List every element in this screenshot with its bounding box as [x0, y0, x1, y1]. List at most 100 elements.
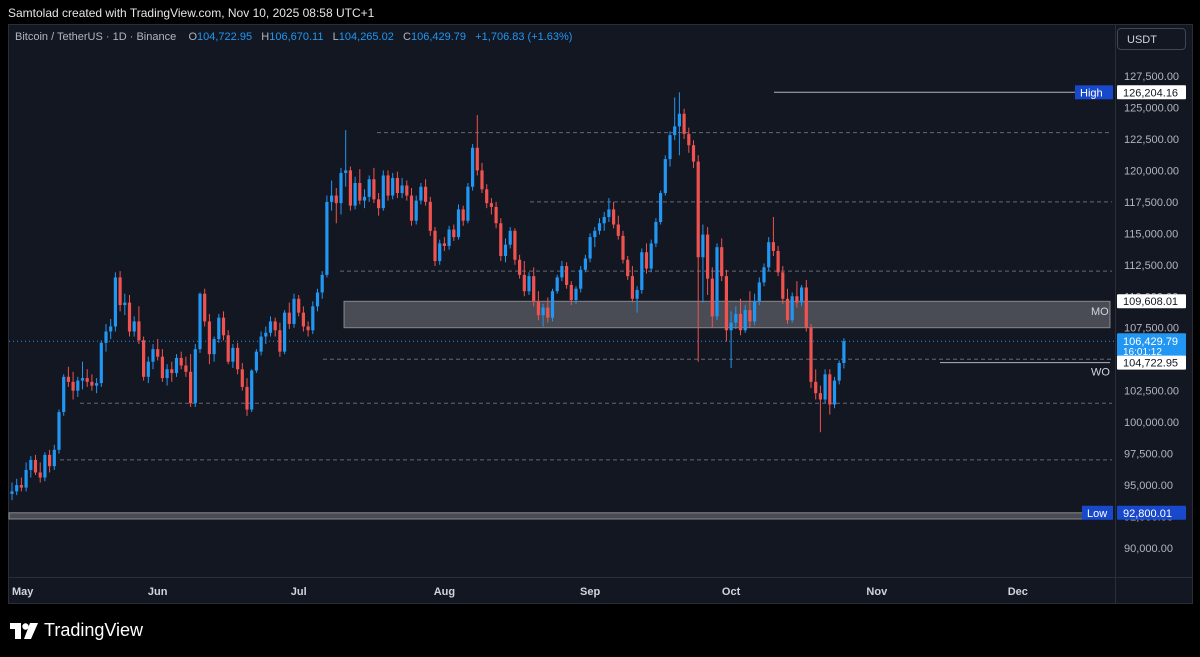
candle[interactable] — [151, 344, 155, 370]
candle[interactable] — [456, 204, 461, 240]
candle[interactable] — [720, 238, 724, 282]
candle[interactable] — [268, 316, 273, 337]
candle[interactable] — [649, 239, 653, 273]
candle[interactable] — [536, 291, 540, 321]
candle[interactable] — [612, 201, 616, 229]
candle[interactable] — [127, 295, 132, 337]
candle[interactable] — [15, 478, 19, 496]
candle[interactable] — [691, 140, 696, 168]
candle[interactable] — [217, 313, 221, 343]
candle[interactable] — [757, 277, 761, 306]
candle[interactable] — [391, 172, 395, 200]
candle[interactable] — [95, 378, 99, 394]
candle[interactable] — [245, 378, 249, 416]
candle[interactable] — [489, 198, 493, 215]
candle[interactable] — [414, 195, 418, 225]
candle[interactable] — [137, 306, 141, 345]
candle[interactable] — [644, 243, 649, 274]
candle[interactable] — [832, 376, 837, 409]
candle[interactable] — [325, 195, 329, 278]
candle[interactable] — [640, 248, 644, 294]
candle[interactable] — [593, 227, 597, 248]
candle[interactable] — [174, 354, 179, 377]
candle[interactable] — [52, 444, 56, 470]
candle[interactable] — [353, 176, 357, 210]
candle[interactable] — [165, 364, 169, 386]
candle[interactable] — [236, 342, 240, 375]
candle[interactable] — [579, 266, 583, 293]
candle[interactable] — [677, 92, 681, 156]
candle[interactable] — [123, 293, 127, 316]
candle[interactable] — [442, 237, 446, 251]
candle[interactable] — [113, 272, 117, 332]
candle[interactable] — [795, 281, 799, 308]
candle[interactable] — [71, 371, 75, 400]
candle[interactable] — [146, 356, 150, 384]
candle[interactable] — [43, 452, 47, 482]
candle[interactable] — [466, 182, 470, 224]
candle[interactable] — [550, 288, 555, 322]
candle[interactable] — [160, 349, 164, 382]
candle[interactable] — [76, 376, 80, 397]
candle[interactable] — [659, 190, 663, 225]
candle[interactable] — [170, 361, 174, 382]
candle[interactable] — [475, 115, 479, 176]
candle[interactable] — [48, 449, 52, 473]
candle[interactable] — [494, 201, 498, 229]
candle[interactable] — [231, 344, 235, 369]
candle[interactable] — [419, 182, 423, 205]
candle[interactable] — [706, 227, 710, 296]
candle[interactable] — [527, 272, 531, 296]
candle[interactable] — [358, 169, 362, 205]
candle[interactable] — [555, 274, 559, 294]
candle[interactable] — [283, 310, 287, 355]
candle[interactable] — [471, 143, 475, 191]
candle[interactable] — [743, 305, 747, 333]
candle[interactable] — [386, 170, 390, 201]
candle[interactable] — [240, 362, 244, 391]
candle[interactable] — [541, 303, 545, 327]
candle[interactable] — [630, 266, 634, 303]
candle[interactable] — [99, 340, 103, 387]
candle[interactable] — [616, 215, 620, 240]
candle[interactable] — [348, 166, 352, 211]
symbol-name[interactable]: Bitcoin / TetherUS · 1D · Binance — [15, 31, 177, 43]
candle[interactable] — [790, 292, 794, 323]
candle[interactable] — [207, 313, 211, 365]
candle[interactable] — [212, 336, 216, 362]
candle[interactable] — [203, 288, 207, 327]
candle[interactable] — [508, 227, 512, 249]
candle[interactable] — [320, 271, 324, 299]
candle[interactable] — [607, 198, 611, 223]
candle[interactable] — [38, 462, 42, 483]
candle[interactable] — [738, 298, 743, 336]
candle[interactable] — [405, 180, 409, 201]
candle[interactable] — [602, 211, 606, 231]
candle[interactable] — [254, 349, 258, 374]
candle[interactable] — [62, 374, 66, 416]
candle[interactable] — [729, 311, 733, 369]
candle[interactable] — [367, 175, 371, 202]
candle[interactable] — [193, 344, 197, 408]
candle[interactable] — [715, 243, 719, 321]
candle[interactable] — [814, 369, 818, 400]
candle[interactable] — [513, 228, 517, 265]
candle[interactable] — [583, 254, 587, 273]
candle[interactable] — [428, 196, 432, 236]
candle[interactable] — [433, 227, 437, 267]
candle[interactable] — [80, 361, 85, 390]
candle[interactable] — [273, 317, 277, 337]
candle[interactable] — [654, 218, 658, 248]
candle[interactable] — [800, 284, 804, 307]
candle[interactable] — [330, 180, 334, 211]
candle[interactable] — [438, 239, 442, 265]
candle[interactable] — [753, 293, 757, 326]
candle[interactable] — [287, 302, 291, 329]
candle[interactable] — [546, 297, 550, 323]
candle[interactable] — [771, 216, 775, 256]
candle[interactable] — [132, 316, 136, 337]
candle[interactable] — [597, 218, 602, 235]
candle[interactable] — [297, 295, 301, 317]
candle[interactable] — [109, 318, 113, 340]
